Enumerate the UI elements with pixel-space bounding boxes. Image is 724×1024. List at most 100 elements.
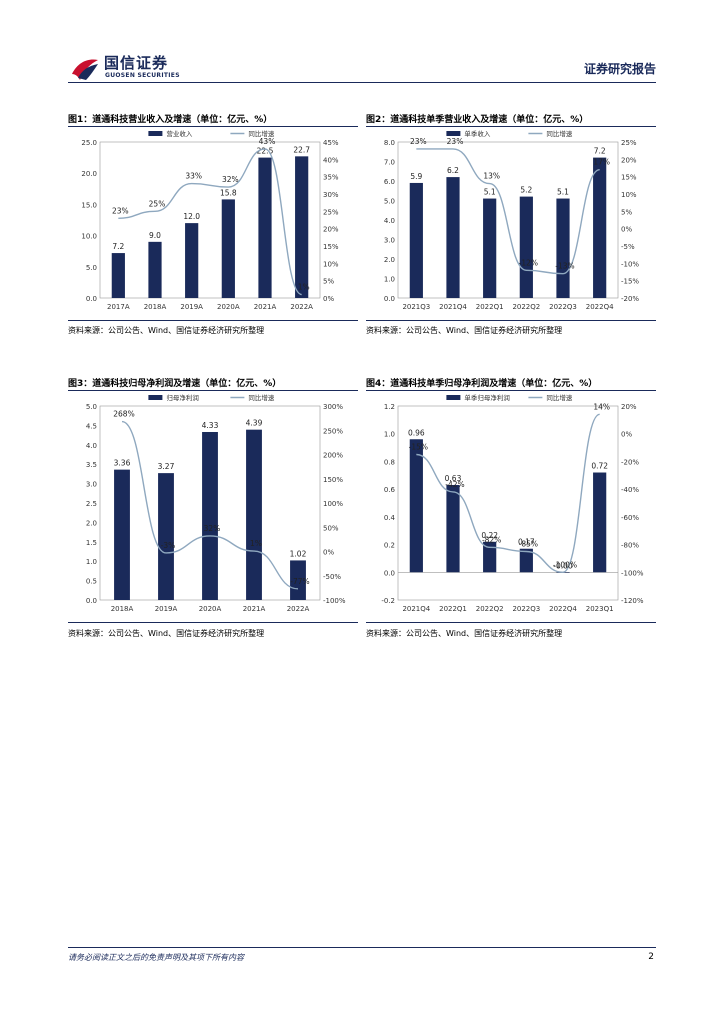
bar-data-label: 5.1 bbox=[557, 188, 569, 197]
line-data-label: 17% bbox=[593, 158, 610, 167]
left-axis-tick-label: 0.0 bbox=[384, 569, 395, 577]
right-axis-tick-label: -20% bbox=[621, 295, 639, 303]
chart-title: 图1：道通科技营业收入及增速（单位：亿元、%） bbox=[68, 115, 273, 125]
right-axis-tick-label: -60% bbox=[621, 514, 639, 522]
x-axis-tick-label: 2022Q1 bbox=[476, 303, 504, 311]
bar-data-label: 9.0 bbox=[149, 231, 161, 240]
legend-bar-swatch bbox=[446, 395, 461, 400]
line-data-label: 268% bbox=[113, 410, 134, 419]
left-axis-tick-label: 1.0 bbox=[384, 276, 395, 284]
x-axis-tick-label: 2022Q4 bbox=[586, 303, 614, 311]
growth-line bbox=[416, 413, 600, 573]
line-data-label: -12% bbox=[519, 258, 538, 267]
chart-source: 资料来源：公司公告、Wind、国信证券经济研究所整理 bbox=[68, 629, 265, 638]
left-axis-tick-label: 5.0 bbox=[86, 264, 97, 272]
legend-bar-swatch bbox=[446, 131, 461, 136]
bar-data-label: 5.9 bbox=[410, 172, 422, 181]
bar bbox=[409, 182, 423, 298]
chart-bottom-rule bbox=[366, 320, 656, 321]
right-axis-tick-label: 15% bbox=[621, 174, 637, 182]
legend-line-label: 同比增速 bbox=[546, 129, 573, 138]
right-axis-tick-label: 100% bbox=[323, 500, 343, 508]
legend-line-label: 同比增速 bbox=[248, 393, 275, 402]
bar-data-label: 4.39 bbox=[246, 419, 263, 428]
growth-line bbox=[416, 148, 600, 275]
bar bbox=[483, 541, 497, 573]
right-axis-tick-label: 25% bbox=[323, 208, 339, 216]
line-data-label: 1% bbox=[250, 539, 262, 548]
chart-title-rule bbox=[366, 390, 656, 391]
right-axis-tick-label: -50% bbox=[323, 573, 341, 581]
line-data-label: 23% bbox=[410, 137, 427, 146]
bar bbox=[246, 429, 262, 600]
left-axis-tick-label: 1.0 bbox=[384, 431, 395, 439]
header-divider bbox=[68, 82, 656, 83]
right-axis-tick-label: 300% bbox=[323, 403, 343, 411]
line-data-label: -77% bbox=[290, 577, 309, 586]
bar bbox=[221, 199, 235, 298]
chart-title: 图4：道通科技单季归母净利润及增速（单位：亿元、%） bbox=[366, 379, 598, 389]
left-axis-tick-label: 0.0 bbox=[384, 295, 395, 303]
bar-data-label: 22.5 bbox=[257, 147, 274, 156]
bar-data-label: 1.02 bbox=[290, 549, 307, 558]
brand-name-cn: 国信证券 bbox=[104, 54, 169, 72]
x-axis-tick-label: 2020A bbox=[199, 605, 222, 613]
bar bbox=[202, 431, 218, 600]
right-axis-tick-label: 0% bbox=[621, 431, 632, 439]
left-axis-tick-label: 7.0 bbox=[384, 159, 395, 167]
bar bbox=[185, 223, 199, 298]
brand-name-en: GUOSEN SECURITIES bbox=[105, 72, 180, 79]
x-axis-tick-label: 2022Q4 bbox=[549, 605, 577, 613]
bar-data-label: 0.17 bbox=[518, 538, 535, 547]
growth-line bbox=[118, 148, 302, 296]
left-axis-tick-label: 5.0 bbox=[384, 198, 395, 206]
x-axis-tick-label: 2023Q1 bbox=[586, 605, 614, 613]
bar-data-label: 0.63 bbox=[445, 474, 462, 483]
x-axis-tick-label: 2021Q3 bbox=[402, 303, 430, 311]
chart-1: 0.0 5.0 10.0 15.0 20.0 25.0 0% 5% 10% 15% 20% 25% 30… bbox=[81, 129, 339, 311]
bar-data-label: 12.0 bbox=[183, 212, 200, 221]
bar-data-label: 3.27 bbox=[158, 462, 175, 471]
chart-bottom-rule bbox=[366, 622, 656, 623]
right-axis-tick-label: 0% bbox=[323, 549, 334, 557]
bar-data-label: 5.1 bbox=[484, 188, 496, 197]
right-axis-tick-label: -20% bbox=[621, 458, 639, 466]
x-axis-tick-label: 2018A bbox=[111, 605, 134, 613]
right-axis-tick-label: 0% bbox=[621, 226, 632, 234]
bar-data-label: 15.8 bbox=[220, 188, 237, 197]
left-axis-tick-label: 3.0 bbox=[86, 481, 97, 489]
growth-line bbox=[121, 420, 299, 590]
x-axis-tick-label: 2022Q1 bbox=[439, 605, 467, 613]
line-data-label: -82% bbox=[482, 535, 501, 544]
left-axis-tick-label: 3.0 bbox=[384, 237, 395, 245]
right-axis-tick-label: -100% bbox=[621, 569, 644, 577]
chart-2: 0.0 1.0 2.0 3.0 4.0 5.0 6.0 7.0 8.0 -20% -15% -10% -… bbox=[384, 129, 640, 311]
bar bbox=[593, 157, 607, 298]
legend-line-label: 同比增速 bbox=[248, 129, 275, 138]
legend-bar-label: 单季收入 bbox=[464, 129, 491, 138]
bar bbox=[556, 198, 570, 298]
bar-data-label: 4.33 bbox=[202, 421, 219, 430]
right-axis-tick-label: 10% bbox=[323, 260, 339, 268]
right-axis-tick-label: -80% bbox=[621, 542, 639, 550]
legend-bar-label: 归母净利润 bbox=[166, 393, 199, 402]
bar bbox=[114, 469, 130, 600]
right-axis-tick-label: 150% bbox=[323, 476, 343, 484]
bar-data-label: 5.2 bbox=[520, 186, 532, 195]
right-axis-tick-label: 35% bbox=[323, 174, 339, 182]
x-axis-tick-label: 2021Q4 bbox=[402, 605, 430, 613]
x-axis-tick-label: 2022A bbox=[287, 605, 310, 613]
right-axis-tick-label: 50% bbox=[323, 524, 339, 532]
chart-panel-3: 图3：道通科技归母净利润及增速（单位：亿元、%） 0.0 0.5 1.0 1.5 2.0… bbox=[68, 376, 358, 646]
bar-data-label: -0.00 bbox=[553, 561, 573, 570]
right-axis-tick-label: -40% bbox=[621, 486, 639, 494]
x-axis-tick-label: 2021A bbox=[254, 303, 277, 311]
legend-bar-label: 单季归母净利润 bbox=[464, 393, 510, 402]
bar bbox=[446, 177, 460, 298]
right-axis-tick-label: -15% bbox=[621, 278, 639, 286]
line-data-label: -13% bbox=[555, 262, 574, 271]
x-axis-tick-label: 2022Q2 bbox=[512, 303, 540, 311]
right-axis-tick-label: 5% bbox=[621, 208, 632, 216]
bar-data-label: 6.2 bbox=[447, 166, 459, 175]
chart-title: 图3：道通科技归母净利润及增速（单位：亿元、%） bbox=[68, 379, 282, 389]
